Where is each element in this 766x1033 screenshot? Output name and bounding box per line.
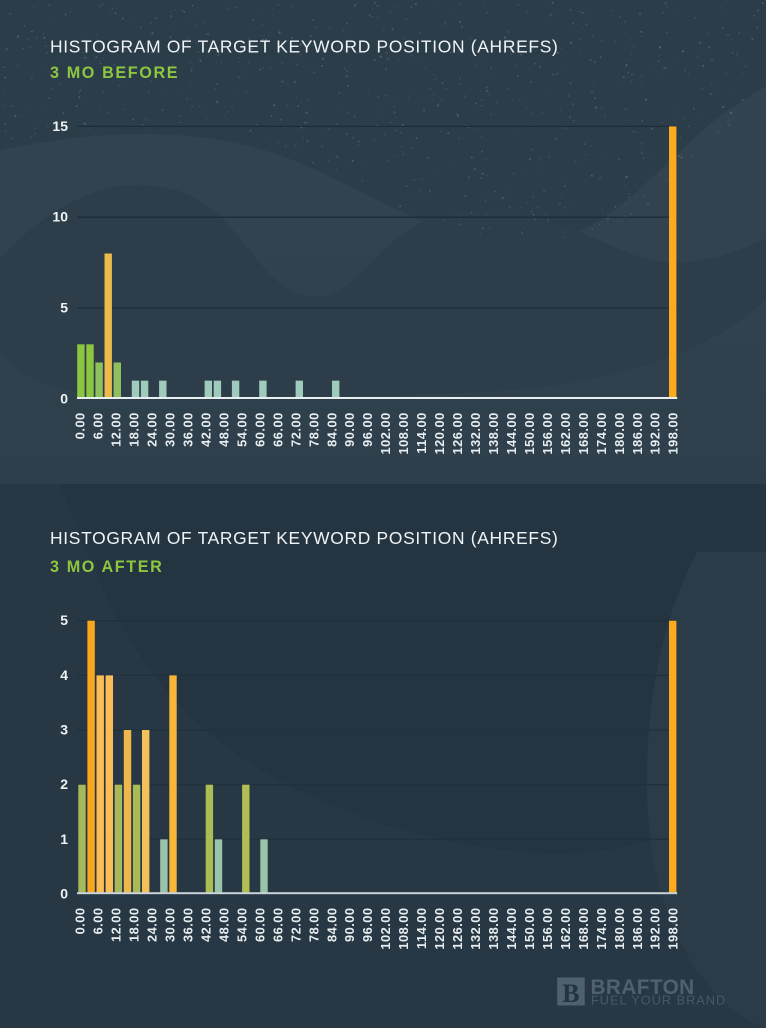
svg-text:18.00: 18.00: [127, 412, 142, 447]
svg-text:24.00: 24.00: [145, 412, 160, 447]
svg-text:5: 5: [60, 612, 68, 628]
svg-text:120.00: 120.00: [432, 908, 447, 950]
svg-text:108.00: 108.00: [396, 908, 411, 950]
svg-text:0.00: 0.00: [73, 412, 88, 439]
svg-text:120.00: 120.00: [432, 412, 447, 454]
svg-text:30.00: 30.00: [163, 412, 178, 447]
svg-text:186.00: 186.00: [630, 412, 645, 454]
svg-text:90.00: 90.00: [342, 908, 357, 943]
svg-text:10: 10: [52, 209, 68, 225]
svg-text:0: 0: [60, 886, 68, 902]
svg-text:168.00: 168.00: [576, 908, 591, 950]
svg-text:72.00: 72.00: [288, 412, 303, 447]
svg-text:72.00: 72.00: [288, 908, 303, 943]
svg-text:102.00: 102.00: [378, 412, 393, 454]
svg-text:4: 4: [60, 667, 68, 683]
svg-text:156.00: 156.00: [540, 412, 555, 454]
svg-text:48.00: 48.00: [217, 908, 232, 943]
svg-text:HISTOGRAM OF TARGET KEYWORD PO: HISTOGRAM OF TARGET KEYWORD POSITION (AH…: [50, 528, 559, 548]
svg-text:192.00: 192.00: [648, 412, 663, 454]
svg-text:90.00: 90.00: [342, 412, 357, 447]
svg-text:144.00: 144.00: [504, 412, 519, 454]
svg-text:84.00: 84.00: [324, 908, 339, 943]
svg-text:150.00: 150.00: [522, 908, 537, 950]
svg-text:2: 2: [60, 776, 68, 792]
svg-text:60.00: 60.00: [252, 412, 267, 447]
svg-text:138.00: 138.00: [486, 908, 501, 950]
svg-text:138.00: 138.00: [486, 412, 501, 454]
svg-text:36.00: 36.00: [181, 412, 196, 447]
svg-text:HISTOGRAM OF TARGET KEYWORD PO: HISTOGRAM OF TARGET KEYWORD POSITION (AH…: [50, 37, 559, 57]
svg-text:102.00: 102.00: [378, 908, 393, 950]
svg-text:12.00: 12.00: [109, 412, 124, 447]
svg-text:198.00: 198.00: [666, 908, 681, 950]
svg-text:108.00: 108.00: [396, 412, 411, 454]
svg-text:180.00: 180.00: [612, 412, 627, 454]
svg-text:162.00: 162.00: [558, 908, 573, 950]
svg-text:174.00: 174.00: [594, 908, 609, 950]
svg-text:132.00: 132.00: [468, 412, 483, 454]
svg-text:78.00: 78.00: [306, 412, 321, 447]
svg-text:18.00: 18.00: [127, 908, 142, 943]
svg-text:B: B: [562, 979, 579, 1008]
svg-text:162.00: 162.00: [558, 412, 573, 454]
svg-text:198.00: 198.00: [666, 412, 681, 454]
svg-text:24.00: 24.00: [145, 908, 160, 943]
svg-text:66.00: 66.00: [270, 412, 285, 447]
svg-text:5: 5: [60, 300, 68, 316]
svg-text:0.00: 0.00: [73, 908, 88, 935]
svg-text:174.00: 174.00: [594, 412, 609, 454]
svg-text:126.00: 126.00: [450, 412, 465, 454]
svg-text:36.00: 36.00: [181, 908, 196, 943]
svg-text:132.00: 132.00: [468, 908, 483, 950]
svg-text:3: 3: [60, 722, 68, 738]
svg-text:60.00: 60.00: [252, 908, 267, 943]
svg-text:126.00: 126.00: [450, 908, 465, 950]
svg-text:168.00: 168.00: [576, 412, 591, 454]
svg-text:15: 15: [52, 118, 68, 134]
svg-text:12.00: 12.00: [109, 908, 124, 943]
svg-text:150.00: 150.00: [522, 412, 537, 454]
svg-text:0: 0: [60, 390, 68, 406]
svg-text:FUEL YOUR BRAND: FUEL YOUR BRAND: [591, 993, 726, 1008]
svg-text:54.00: 54.00: [234, 908, 249, 943]
svg-text:192.00: 192.00: [648, 908, 663, 950]
svg-text:42.00: 42.00: [199, 908, 214, 943]
svg-text:BRAFTON: BRAFTON: [591, 976, 695, 999]
svg-text:54.00: 54.00: [234, 412, 249, 447]
svg-text:186.00: 186.00: [630, 908, 645, 950]
svg-text:144.00: 144.00: [504, 908, 519, 950]
svg-text:114.00: 114.00: [414, 908, 429, 949]
svg-text:96.00: 96.00: [360, 412, 375, 447]
svg-text:30.00: 30.00: [163, 908, 178, 943]
svg-text:78.00: 78.00: [306, 908, 321, 943]
svg-text:3 MO BEFORE: 3 MO BEFORE: [50, 64, 179, 82]
svg-text:156.00: 156.00: [540, 908, 555, 950]
svg-text:3 MO AFTER: 3 MO AFTER: [50, 558, 163, 576]
svg-text:6.00: 6.00: [91, 412, 106, 439]
svg-text:42.00: 42.00: [199, 412, 214, 447]
svg-text:180.00: 180.00: [612, 908, 627, 950]
svg-text:48.00: 48.00: [217, 412, 232, 447]
svg-text:114.00: 114.00: [414, 412, 429, 453]
svg-text:66.00: 66.00: [270, 908, 285, 943]
svg-text:1: 1: [60, 831, 68, 847]
svg-text:84.00: 84.00: [324, 412, 339, 447]
svg-text:96.00: 96.00: [360, 908, 375, 943]
svg-text:6.00: 6.00: [91, 908, 106, 935]
